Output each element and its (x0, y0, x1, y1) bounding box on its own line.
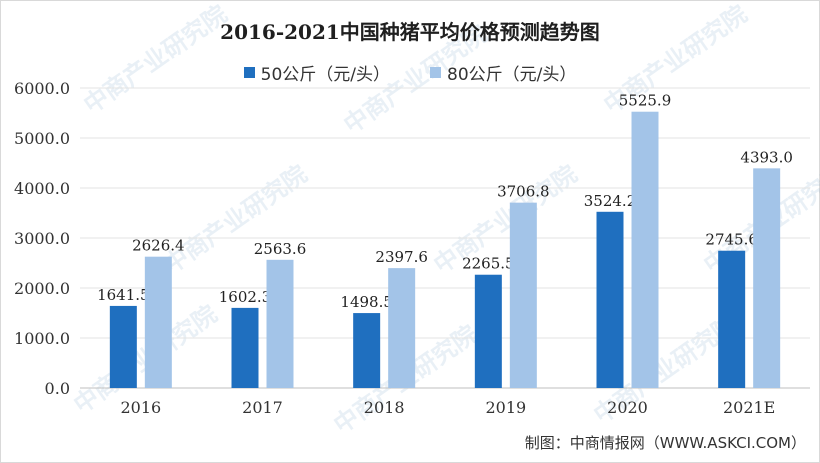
data-label-80kg: 5525.9 (619, 92, 672, 110)
data-label-50kg: 1498.5 (340, 293, 393, 311)
bar-50kg (474, 274, 502, 388)
y-tick-label: 3000.0 (14, 229, 70, 248)
chart-title: 2016-2021中国种猪平均价格预测趋势图 (220, 20, 600, 44)
y-tick-label: 2000.0 (14, 279, 70, 298)
bar-50kg (353, 313, 381, 388)
legend-swatch-50kg (243, 67, 255, 78)
bar-50kg (718, 250, 746, 388)
x-tick-label: 2019 (485, 398, 526, 417)
bar-50kg (596, 211, 624, 388)
bar-50kg (109, 305, 137, 388)
chart-legend: 50公斤（元/头） 80公斤（元/头） (0, 60, 820, 85)
legend-swatch-80kg (430, 67, 441, 78)
y-tick-label: 6000.0 (14, 79, 70, 98)
legend-label-80kg: 80公斤（元/头） (447, 65, 577, 85)
x-tick-label: 2017 (242, 398, 283, 417)
data-label-50kg: 1641.5 (97, 286, 150, 304)
data-label-80kg: 4393.0 (740, 148, 793, 166)
data-label-50kg: 1602.3 (219, 288, 272, 306)
x-tick-label: 2020 (607, 398, 648, 417)
data-label-80kg: 2563.6 (254, 240, 307, 258)
bar-80kg (144, 256, 172, 388)
data-label-80kg: 2397.6 (375, 248, 428, 266)
data-label-50kg: 2745.6 (705, 231, 758, 249)
bar-80kg (266, 259, 294, 388)
legend-item-80kg: 80公斤（元/头） (430, 60, 576, 85)
bar-80kg (388, 268, 416, 388)
data-label-80kg: 2626.4 (132, 237, 185, 255)
y-tick-label: 4000.0 (14, 179, 70, 198)
y-tick-label: 0.0 (45, 379, 70, 398)
bar-80kg (753, 168, 781, 388)
data-label-80kg: 3706.8 (497, 183, 550, 201)
legend-item-50kg: 50公斤（元/头） (243, 60, 390, 85)
bar-80kg (509, 202, 537, 388)
source-credit: 制图：中商情报网（WWW.ASKCI.COM） (524, 434, 806, 452)
data-label-50kg: 3524.2 (584, 192, 637, 210)
data-label-50kg: 2265.5 (462, 255, 515, 273)
legend-label-50kg: 50公斤（元/头） (260, 65, 390, 85)
bar-50kg (231, 307, 259, 388)
x-tick-label: 2021E (723, 398, 775, 417)
bar-80kg (631, 111, 659, 388)
y-tick-label: 1000.0 (14, 329, 70, 348)
y-tick-label: 5000.0 (14, 129, 70, 148)
x-tick-label: 2016 (120, 398, 161, 417)
x-tick-label: 2018 (364, 398, 405, 417)
